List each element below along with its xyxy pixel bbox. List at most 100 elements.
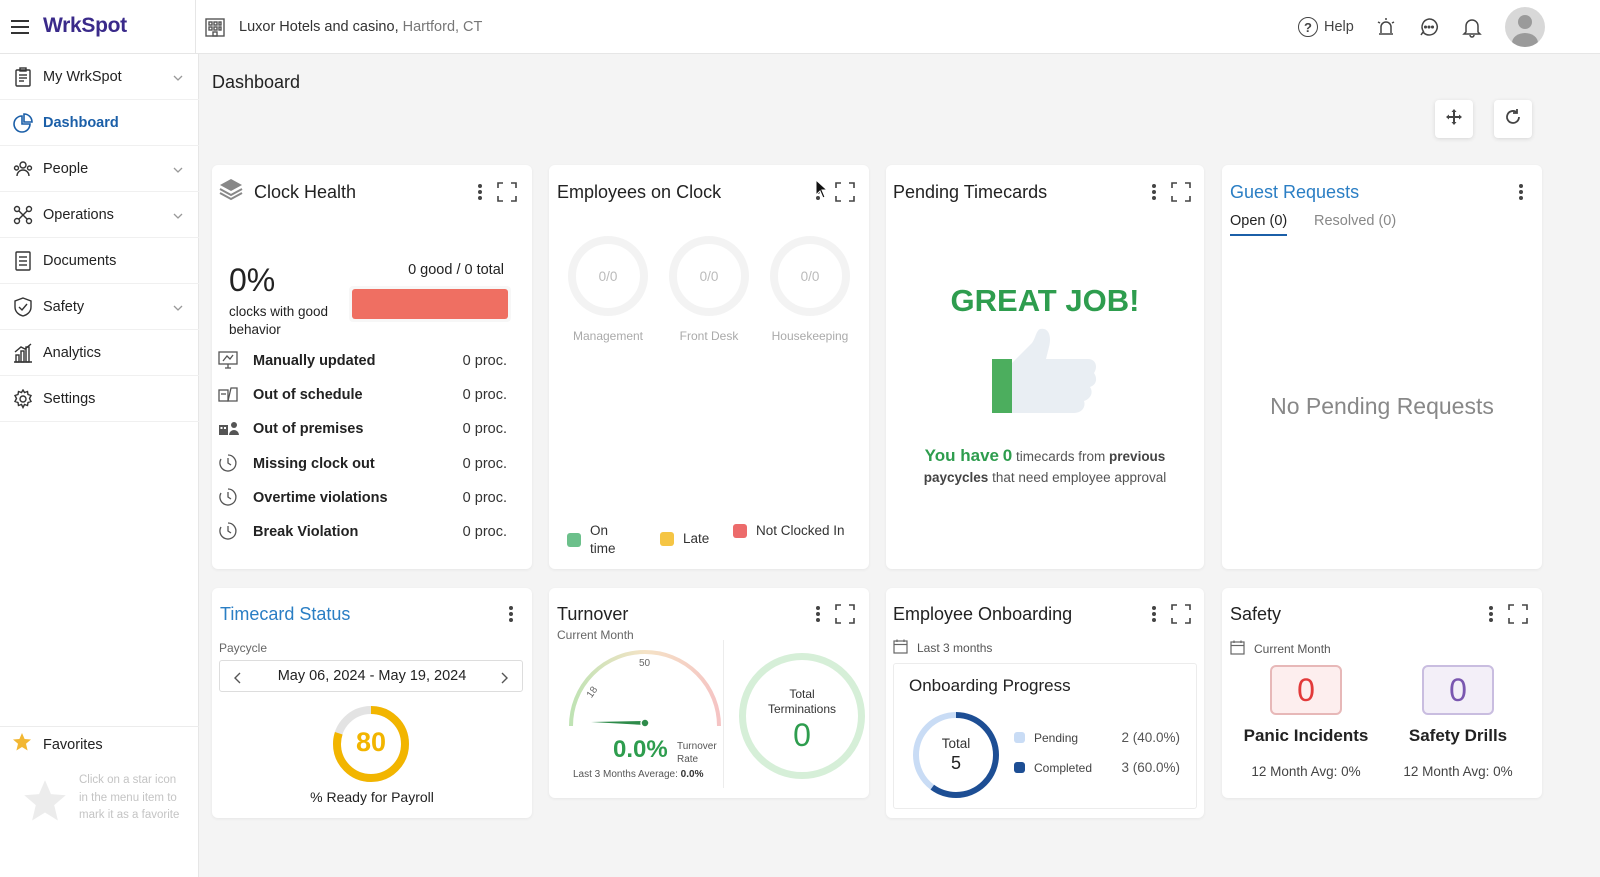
tab-open[interactable]: Open (0) xyxy=(1230,212,1288,236)
bell-icon[interactable] xyxy=(1461,16,1483,38)
sidebar: My WrkSpot Dashboard People Operations D… xyxy=(0,54,199,877)
clock-row-value: 0 proc. xyxy=(462,490,507,506)
calendar-icon xyxy=(218,385,238,408)
legend-label: Late xyxy=(683,531,710,546)
paycycle-label: Paycycle xyxy=(219,641,268,655)
turnover-rate-label: Turnover Rate xyxy=(677,740,717,766)
clock-row-value: 0 proc. xyxy=(462,387,507,403)
clock-health-bar xyxy=(349,286,511,322)
dept-name: Management xyxy=(572,329,644,343)
sidebar-item-label: Analytics xyxy=(43,344,102,361)
sidebar-item-label: Settings xyxy=(43,390,96,407)
clock-icon xyxy=(218,453,238,478)
msg-you-have: You have xyxy=(924,446,999,465)
card-title: Clock Health xyxy=(254,182,357,202)
card-title: Turnover xyxy=(557,604,629,624)
more-options-icon[interactable] xyxy=(1514,182,1528,202)
document-icon xyxy=(12,250,34,272)
dept-name: Housekeeping xyxy=(771,329,849,343)
more-options-icon[interactable] xyxy=(504,604,518,624)
onboarding-legend-value: 3 (60.0%) xyxy=(1121,760,1180,775)
more-options-icon[interactable] xyxy=(473,182,487,202)
clipboard-icon xyxy=(12,66,34,88)
prev-paycycle-icon[interactable] xyxy=(234,671,242,689)
card-title[interactable]: Timecard Status xyxy=(220,604,351,624)
gauge-needle xyxy=(591,721,645,725)
onboarding-period: Last 3 months xyxy=(917,641,993,655)
good-total-label: 0 good / 0 total xyxy=(408,262,504,278)
expand-icon[interactable] xyxy=(835,604,855,624)
refresh-icon xyxy=(1504,108,1522,131)
ready-for-payroll-donut xyxy=(333,706,409,782)
turnover-rate: 0.0% xyxy=(613,736,668,763)
panic-incidents-badge[interactable]: 0 xyxy=(1270,665,1342,715)
sidebar-item-label: My WrkSpot xyxy=(43,68,122,85)
terminations-value: 0 xyxy=(793,717,811,753)
sidebar-item-dashboard[interactable]: Dashboard xyxy=(0,100,199,146)
calendar-icon xyxy=(1230,640,1245,660)
gauge-tick-50: 50 xyxy=(639,658,651,669)
tab-resolved[interactable]: Resolved (0) xyxy=(1314,212,1396,230)
dept-name: Front Desk xyxy=(679,329,739,343)
sidebar-item-label: Safety xyxy=(43,298,85,315)
topbar-divider xyxy=(195,0,196,54)
user-avatar[interactable] xyxy=(1505,7,1545,47)
property-location: Hartford, CT xyxy=(402,19,483,35)
dept-gauge: 0/0 xyxy=(669,236,749,316)
terminations-label: Total Terminations xyxy=(746,687,858,717)
clock-row-label: Missing clock out xyxy=(253,456,375,472)
panic-incidents-avg: 12 Month Avg: 0% xyxy=(1251,764,1361,779)
sidebar-item-operations[interactable]: Operations xyxy=(0,192,199,238)
clock-row-label: Overtime violations xyxy=(253,490,388,506)
legend-swatch xyxy=(660,531,674,546)
dept-gauge-value: 0/0 xyxy=(800,268,820,284)
onboarding-legend-value: 2 (40.0%) xyxy=(1121,730,1180,745)
more-options-icon[interactable] xyxy=(1484,604,1498,624)
card-title[interactable]: Guest Requests xyxy=(1230,182,1360,202)
building-person-icon xyxy=(218,419,240,442)
sidebar-item-my-wrkspot[interactable]: My WrkSpot xyxy=(0,54,199,100)
help-button[interactable]: ? Help xyxy=(1298,17,1354,37)
turnover-period: Current Month xyxy=(557,628,634,642)
expand-icon[interactable] xyxy=(1171,604,1191,624)
expand-icon[interactable] xyxy=(1508,604,1528,624)
sidebar-item-label: Documents xyxy=(43,252,117,269)
donut-progress xyxy=(333,706,409,782)
clock-row-label: Break Violation xyxy=(253,524,359,540)
alarm-icon[interactable] xyxy=(1375,16,1397,38)
calendar-icon xyxy=(893,639,908,659)
ready-label: % Ready for Payroll xyxy=(310,789,434,805)
more-options-icon[interactable] xyxy=(811,604,825,624)
hamburger-menu-icon[interactable] xyxy=(10,17,30,37)
msg-paycycles: paycycles xyxy=(923,470,989,485)
move-layout-button[interactable] xyxy=(1435,100,1473,138)
legend-item-not-clocked-in: Not Clocked In xyxy=(733,522,846,540)
sidebar-item-settings[interactable]: Settings xyxy=(0,376,199,422)
more-options-icon[interactable] xyxy=(1147,182,1161,202)
sidebar-item-people[interactable]: People xyxy=(0,146,199,192)
shield-icon xyxy=(12,296,34,318)
onboarding-total-label: Total xyxy=(941,736,971,751)
legend-label: Not Clocked In xyxy=(756,523,845,538)
expand-icon[interactable] xyxy=(835,182,855,202)
app-logo[interactable]: WrkSpot xyxy=(43,14,127,37)
favorites-header[interactable]: Favorites xyxy=(12,732,103,757)
clock-row-value: 0 proc. xyxy=(462,353,507,369)
safety-drills-badge[interactable]: 0 xyxy=(1422,665,1494,715)
chat-icon[interactable] xyxy=(1418,16,1440,38)
next-paycycle-icon[interactable] xyxy=(500,671,508,689)
property-selector[interactable]: Luxor Hotels and casino, Hartford, CT xyxy=(239,19,482,35)
sidebar-item-analytics[interactable]: Analytics xyxy=(0,330,199,376)
sidebar-item-documents[interactable]: Documents xyxy=(0,238,199,284)
property-name: Luxor Hotels and casino, xyxy=(239,19,399,35)
help-icon: ? xyxy=(1298,17,1318,37)
refresh-button[interactable] xyxy=(1494,100,1532,138)
building-icon xyxy=(203,15,227,39)
monitor-icon xyxy=(218,351,238,374)
more-options-icon[interactable] xyxy=(1147,604,1161,624)
expand-icon[interactable] xyxy=(497,182,517,202)
msg-count: 0 xyxy=(1002,446,1013,465)
timecard-status-card: Timecard Status Paycycle May 06, 2024 - … xyxy=(212,588,532,818)
expand-icon[interactable] xyxy=(1171,182,1191,202)
sidebar-item-safety[interactable]: Safety xyxy=(0,284,199,330)
